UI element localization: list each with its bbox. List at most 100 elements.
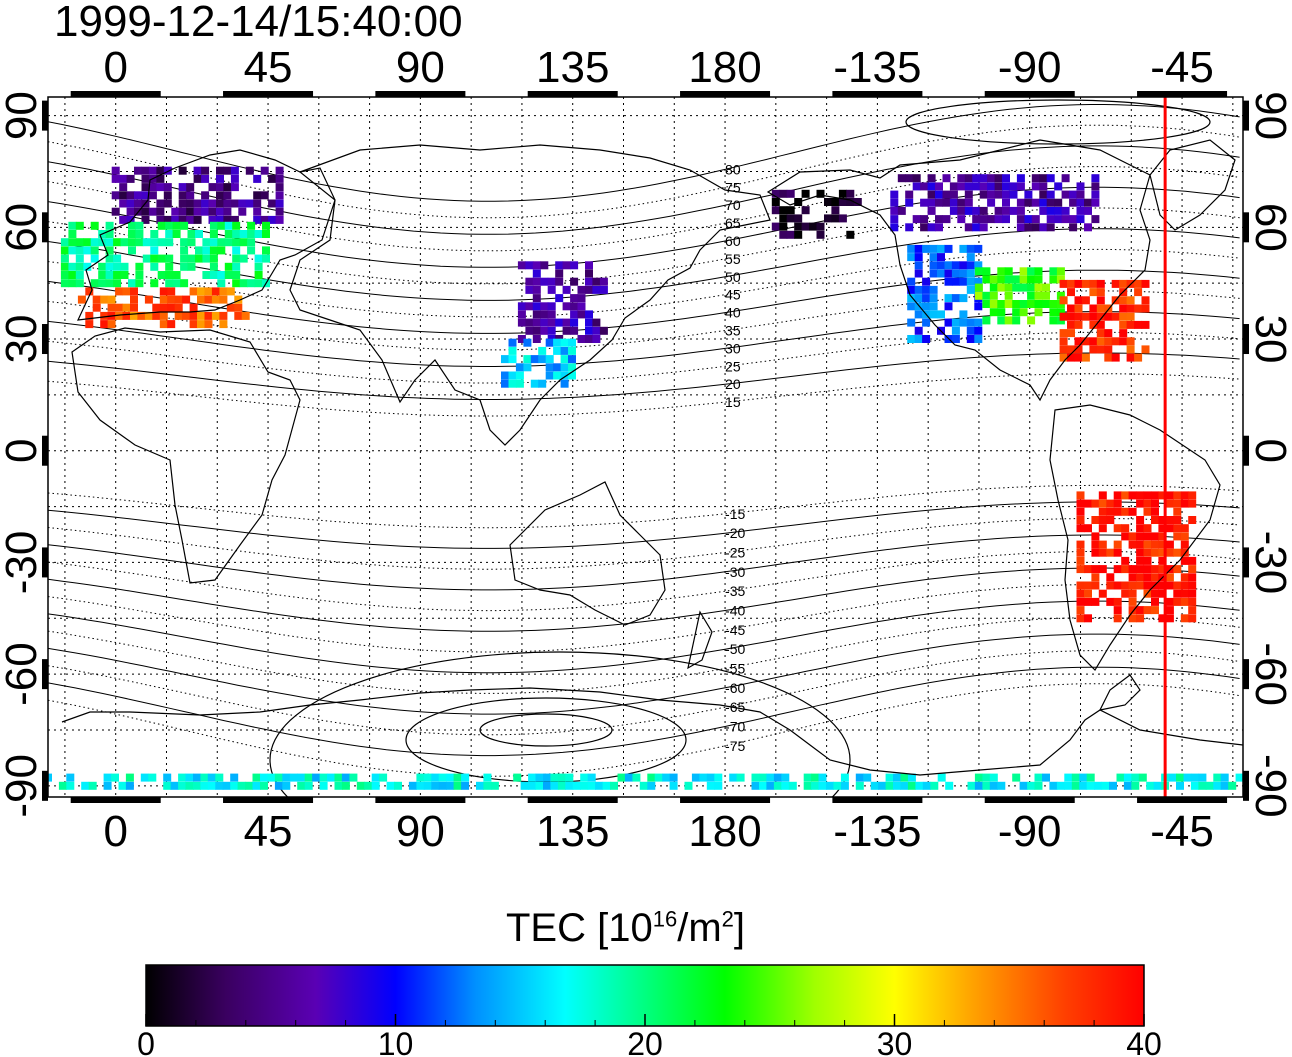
tec-cell-europe-central (224, 230, 233, 238)
tec-cell-south-america (1188, 499, 1197, 508)
lon-tick-bottom: -135 (833, 807, 921, 856)
tec-cell-europe-north (245, 166, 254, 175)
tec-cell-north-america-west (914, 335, 923, 343)
tec-cell-antarctic-coast (334, 781, 343, 790)
tec-cell-alaska (794, 222, 803, 231)
tec-cell-antarctic-coast (394, 781, 402, 790)
tec-cell-europe-central (187, 238, 196, 247)
tec-cell-europe-south (115, 311, 124, 320)
tec-cell-canada-north (1024, 198, 1033, 207)
tec-cell-canada-north (1039, 206, 1048, 215)
tec-cell-south-america (1113, 524, 1122, 533)
tec-cell-europe-north (216, 191, 224, 200)
tec-cell-canada-north (1024, 215, 1033, 224)
lon-tick-top: 90 (396, 43, 445, 92)
tec-cell-south-america (1136, 548, 1145, 557)
tec-cell-south-america (1151, 573, 1159, 582)
tec-cell-europe-central (75, 238, 84, 247)
tec-cell-europe-central (165, 279, 174, 288)
coastline-australia (509, 481, 666, 626)
tec-cell-north-america-east (1067, 353, 1075, 362)
tec-cell-canada-north (949, 198, 958, 207)
tec-cell-east-asia-south (508, 338, 517, 347)
tec-cell-antarctic-coast (937, 773, 946, 782)
frame-tick-top (1137, 91, 1228, 97)
tec-cell-south-america (1151, 606, 1159, 615)
tec-cell-europe-central (254, 262, 263, 271)
tec-cell-europe-north (193, 215, 202, 224)
tec-cell-antarctic-coast (1079, 773, 1088, 782)
lon-tick-top: 45 (244, 43, 293, 92)
tec-cell-antarctic-coast (907, 773, 916, 782)
tec-cell-europe-central (157, 254, 166, 263)
tec-cell-south-america (1113, 581, 1122, 590)
tec-cell-europe-central (105, 271, 114, 279)
tec-cell-europe-north (230, 215, 239, 224)
tec-cell-north-america-central (1004, 300, 1013, 308)
tec-cell-europe-central (254, 254, 263, 263)
tec-cell-europe-central (165, 271, 174, 279)
tec-cell-east-asia-south (545, 355, 554, 364)
tec-cell-antarctic-coast (1146, 781, 1155, 790)
tec-cell-europe-north (141, 215, 150, 224)
tec-cell-north-america-west (959, 244, 968, 253)
magnetic-contour (48, 650, 1240, 736)
tec-cell-europe-north (156, 174, 165, 183)
tec-cell-antarctic-coast (282, 773, 291, 782)
tec-cell-north-america-east (1059, 312, 1068, 321)
tec-cell-europe-north (178, 215, 187, 224)
tec-cell-north-america-east (1134, 304, 1143, 313)
tec-cell-antarctic-coast (1138, 773, 1147, 782)
tec-cell-antarctic-coast (781, 781, 790, 790)
tec-cell-north-america-east (1081, 337, 1090, 346)
tec-cell-east-asia-south (515, 379, 524, 388)
lon-tick-bottom: 0 (103, 807, 127, 856)
tec-cell-north-america-east (1096, 279, 1105, 288)
tec-cell-canada-north (964, 206, 973, 215)
tec-cell-canada-north (1009, 190, 1018, 199)
tec-cell-east-asia-south (545, 363, 554, 372)
tec-cell-antarctic-coast (632, 773, 641, 782)
tec-cell-north-america-central (997, 275, 1006, 284)
tec-cell-europe-north (260, 166, 269, 175)
tec-cell-europe-north (119, 191, 128, 200)
tec-cell-europe-central (247, 230, 256, 238)
tec-cell-north-america-central (982, 316, 991, 325)
tec-cell-east-asia (517, 302, 526, 311)
colorbar-tick-label: 20 (627, 1026, 663, 1057)
tec-cell-europe-south (226, 287, 235, 296)
tec-cell-north-america-central (1027, 316, 1036, 325)
tec-cell-east-asia (599, 326, 608, 335)
tec-cell-alaska (838, 198, 847, 206)
tec-cell-europe-north (193, 166, 202, 175)
tec-cell-north-america-west (959, 310, 968, 319)
tec-cell-antarctic-coast (565, 773, 574, 782)
tec-cell-antarctic-coast (572, 781, 581, 790)
tec-cell-antarctic-coast (565, 781, 574, 790)
tec-cell-antarctic-coast (371, 773, 380, 782)
tec-cell-antarctic-coast (826, 781, 834, 790)
tec-cell-antarctic-coast (818, 773, 827, 782)
tec-cell-canada-north (927, 198, 936, 207)
tec-cell-antarctic-coast (289, 773, 298, 782)
frame-tick-right (1243, 324, 1249, 355)
tec-cell-north-america-east (1096, 345, 1105, 354)
tec-cell-europe-north (148, 191, 157, 200)
tec-cell-canada-north (994, 215, 1003, 224)
tec-cell-east-asia (570, 326, 579, 335)
tec-cell-south-america (1091, 499, 1100, 508)
tec-cell-antarctic-coast (483, 773, 492, 782)
tec-cell-europe-north (148, 207, 157, 216)
tec-cell-europe-north (156, 215, 165, 224)
contour-label: -50 (725, 641, 745, 657)
tec-cell-antarctic-coast (1153, 781, 1162, 790)
tec-cell-east-asia-south (508, 346, 517, 355)
tec-cell-europe-central (90, 279, 99, 288)
tec-cell-europe-south (152, 311, 161, 320)
tec-cell-north-america-east (1104, 304, 1113, 313)
tec-cell-east-asia-south (560, 379, 569, 388)
tec-cell-north-america-east (1119, 320, 1128, 329)
frame-tick-left (42, 547, 48, 578)
lon-tick-top: -135 (833, 43, 921, 92)
tec-cell-canada-north (912, 182, 921, 191)
